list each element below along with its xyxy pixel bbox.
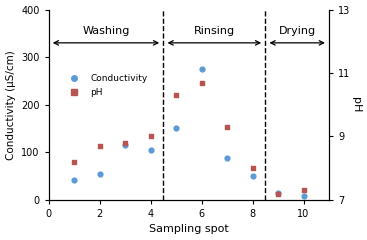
Y-axis label: Conductivity (μS/cm): Conductivity (μS/cm) — [6, 50, 15, 160]
Point — [97, 172, 102, 176]
Point — [148, 148, 153, 152]
Point — [199, 81, 204, 84]
Point — [148, 134, 153, 138]
Point — [122, 143, 128, 147]
Text: Rinsing: Rinsing — [194, 26, 235, 36]
X-axis label: Sampling spot: Sampling spot — [149, 224, 229, 234]
Text: Drying: Drying — [279, 26, 316, 36]
Point — [71, 178, 77, 182]
Point — [250, 174, 255, 178]
Point — [301, 194, 306, 198]
Point — [250, 166, 255, 170]
Text: Washing: Washing — [82, 26, 130, 36]
Point — [301, 188, 306, 192]
Point — [173, 126, 179, 129]
Y-axis label: pH: pH — [352, 97, 361, 112]
Point — [275, 191, 281, 195]
Point — [275, 192, 281, 195]
Legend: Conductivity, pH: Conductivity, pH — [62, 71, 151, 101]
Point — [122, 141, 128, 145]
Point — [224, 156, 230, 160]
Point — [224, 125, 230, 129]
Point — [199, 67, 204, 71]
Point — [71, 160, 77, 164]
Point — [97, 144, 102, 148]
Point — [173, 93, 179, 97]
